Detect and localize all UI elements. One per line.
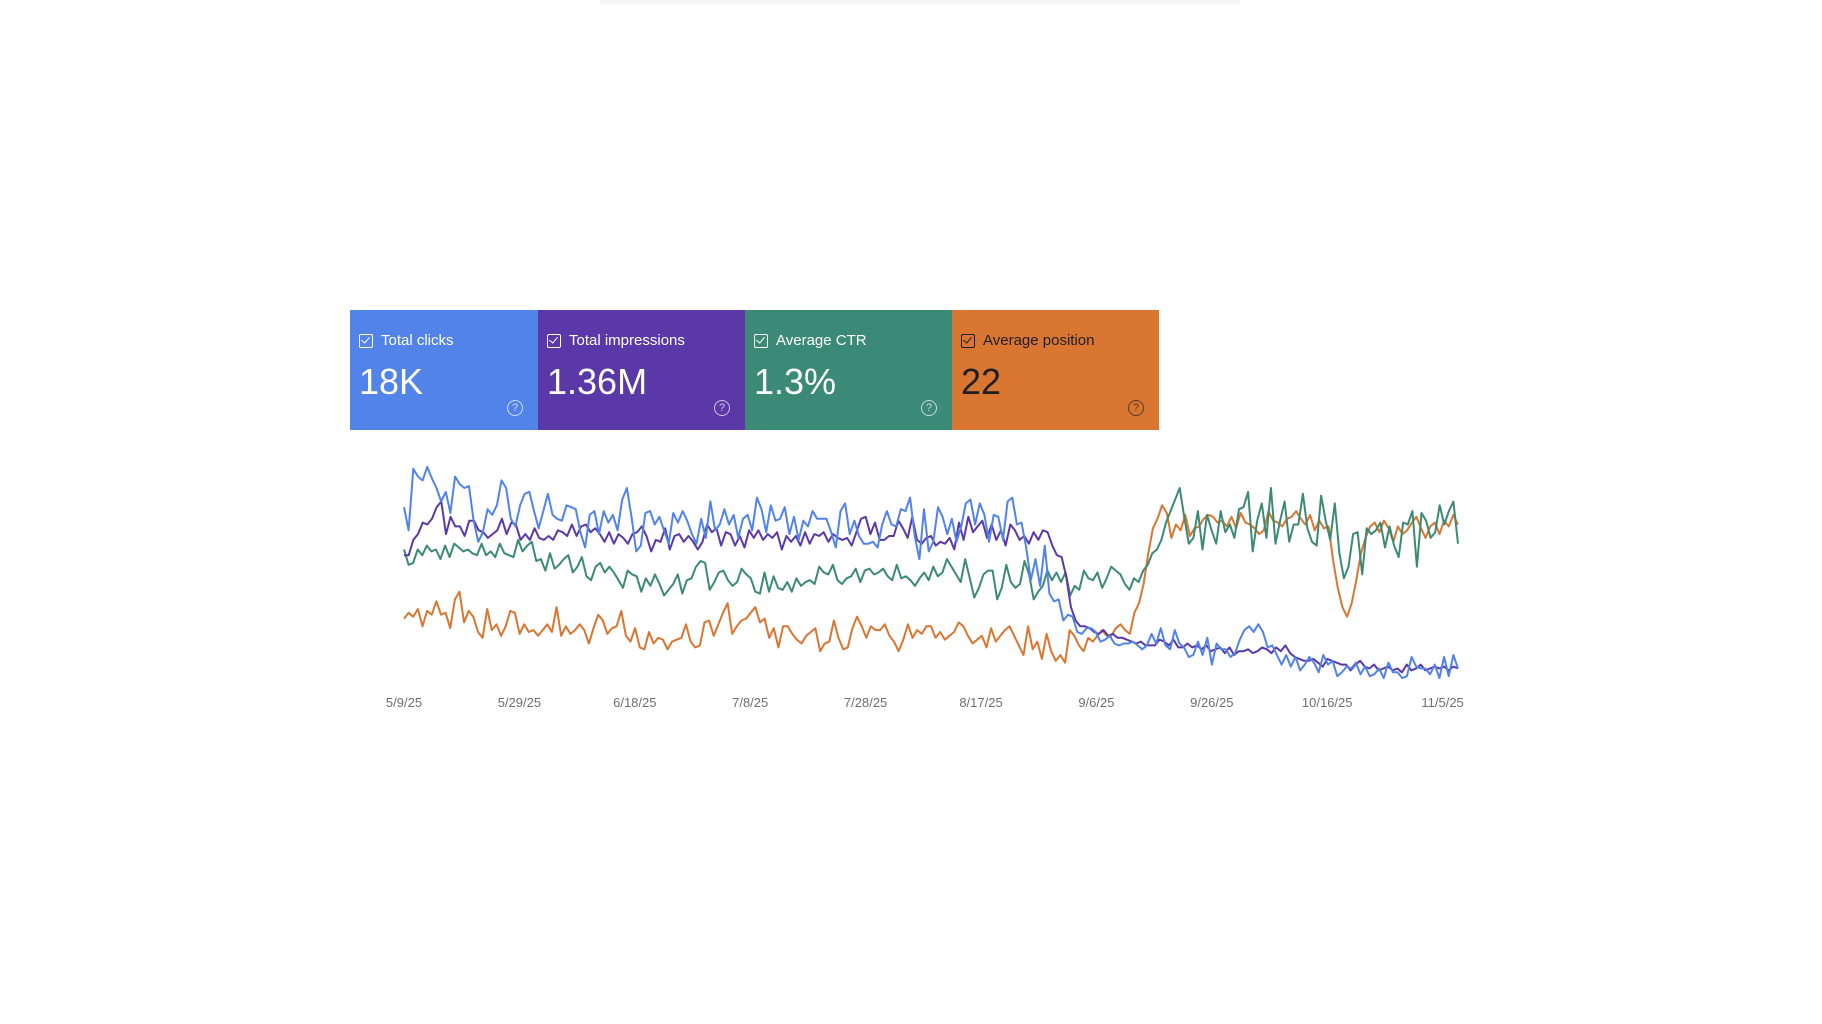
card-header: Average CTR xyxy=(754,332,952,350)
metric-value: 1.3% xyxy=(754,361,837,402)
metric-label: Average position xyxy=(983,332,1095,349)
series-line-average-ctr xyxy=(403,487,1459,601)
x-tick-label: 5/9/25 xyxy=(386,695,422,710)
metric-cards: Total clicks 18K ? Total impressions 1.3… xyxy=(350,310,1159,430)
help-circle-icon[interactable]: ? xyxy=(1128,400,1144,416)
checkbox-checked-icon[interactable] xyxy=(547,334,561,348)
x-tick-label: 8/17/25 xyxy=(959,695,1002,710)
x-tick-label: 7/28/25 xyxy=(844,695,887,710)
x-tick-label: 5/29/25 xyxy=(498,695,541,710)
metric-value: 1.36M xyxy=(547,361,648,402)
metric-label: Average CTR xyxy=(776,332,867,349)
help-circle-icon[interactable]: ? xyxy=(714,400,730,416)
x-tick-label: 10/16/25 xyxy=(1302,695,1353,710)
metric-card-total-clicks[interactable]: Total clicks 18K ? xyxy=(350,310,538,430)
checkbox-checked-icon[interactable] xyxy=(754,334,768,348)
checkbox-checked-icon[interactable] xyxy=(359,334,373,348)
metric-label: Total clicks xyxy=(381,332,454,349)
x-tick-label: 6/18/25 xyxy=(613,695,656,710)
x-axis-ticks: 5/9/25 5/29/25 6/18/25 7/8/25 7/28/25 8/17/25… xyxy=(386,695,1464,710)
metric-card-average-position[interactable]: Average position 22 ? xyxy=(952,310,1159,430)
metric-value: 22 xyxy=(961,361,1002,402)
x-tick-label: 9/26/25 xyxy=(1190,695,1233,710)
top-shadow-divider xyxy=(600,0,1240,6)
x-tick-label: 11/5/25 xyxy=(1421,695,1463,710)
metric-card-total-impressions[interactable]: Total impressions 1.36M ? xyxy=(538,310,745,430)
metric-label: Total impressions xyxy=(569,332,685,349)
series-line-total-impressions xyxy=(404,500,1459,674)
series-layer xyxy=(403,465,1459,680)
checkbox-checked-icon[interactable] xyxy=(961,334,975,348)
card-header: Average position xyxy=(961,332,1159,350)
card-header: Total clicks xyxy=(359,332,538,350)
series-line-total-clicks xyxy=(403,465,1459,680)
x-tick-label: 7/8/25 xyxy=(732,695,768,710)
x-tick-label: 9/6/25 xyxy=(1078,695,1114,710)
series-line-average-position xyxy=(403,504,1459,664)
help-circle-icon[interactable]: ? xyxy=(921,400,937,416)
metric-value: 18K xyxy=(359,361,424,402)
card-header: Total impressions xyxy=(547,332,745,350)
help-circle-icon[interactable]: ? xyxy=(507,400,523,416)
metric-card-average-ctr[interactable]: Average CTR 1.3% ? xyxy=(745,310,952,430)
